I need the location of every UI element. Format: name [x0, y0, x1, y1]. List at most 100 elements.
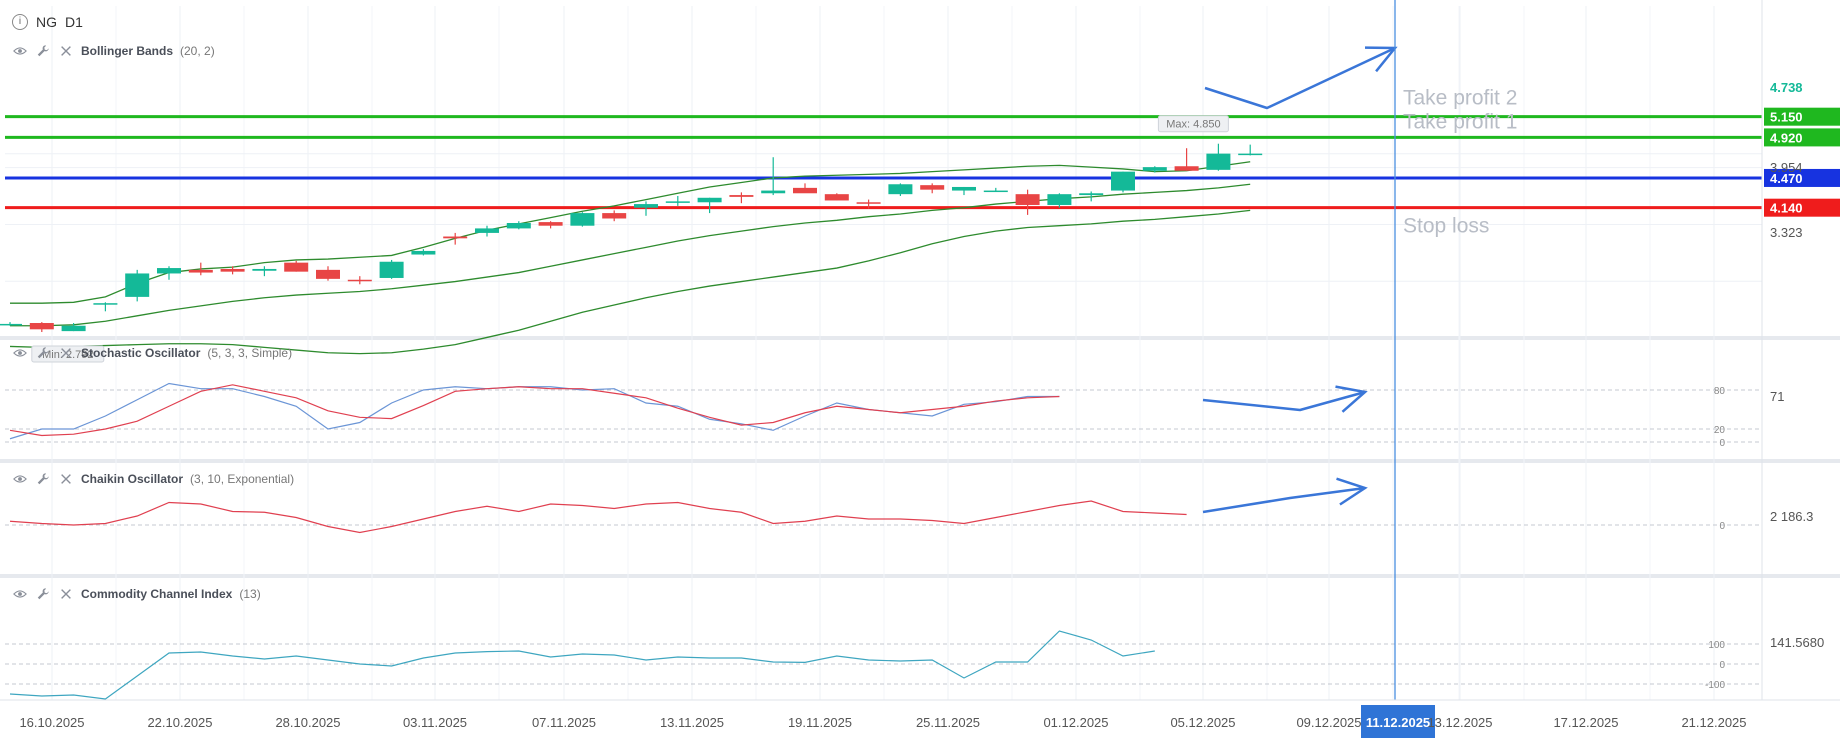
panel-header-bollinger: Bollinger Bands (20, 2) [12, 42, 215, 60]
candle [1238, 144, 1263, 156]
indicator-params: (3, 10, Exponential) [190, 472, 295, 486]
candle [157, 266, 181, 280]
candle [697, 197, 722, 214]
candle [856, 199, 881, 209]
eye-icon[interactable] [12, 345, 28, 361]
candle [952, 186, 976, 196]
stoch-current: 71 [1770, 389, 1784, 404]
candle [1015, 189, 1040, 215]
candle-body [538, 222, 563, 226]
candle [1111, 171, 1135, 193]
candle [1047, 193, 1072, 208]
wrench-icon[interactable] [35, 345, 51, 361]
candle [284, 260, 309, 272]
candle-body [29, 323, 54, 330]
candle-body [284, 262, 309, 272]
close-icon[interactable] [58, 586, 74, 602]
x-tick-label: 17.12.2025 [1553, 715, 1618, 730]
level-price-tag [1764, 168, 1840, 187]
indicator-name: Bollinger Bands [81, 44, 174, 58]
level-label: Take profit 1 [1403, 110, 1517, 133]
candle [1206, 143, 1231, 171]
candle [220, 266, 245, 275]
candle-body [856, 202, 881, 204]
level-label: Stop loss [1403, 215, 1489, 238]
candle-body [697, 197, 722, 203]
candle-body [1015, 194, 1040, 205]
candle [252, 266, 277, 277]
symbol-name[interactable]: NG [36, 14, 57, 30]
candle-body [125, 273, 150, 297]
x-tick-label: 09.12.2025 [1296, 715, 1361, 730]
grid [0, 6, 1840, 700]
x-tick-label: 21.12.2025 [1681, 715, 1746, 730]
panel-header-cci: Commodity Channel Index (13) [12, 585, 261, 603]
candle-body [1238, 153, 1263, 156]
close-icon[interactable] [58, 43, 74, 59]
candle-body [1047, 194, 1072, 205]
candle [125, 269, 150, 302]
close-icon[interactable] [58, 471, 74, 487]
candle [793, 183, 817, 194]
candle [761, 157, 786, 196]
x-tick-label: 28.10.2025 [275, 715, 340, 730]
candle [475, 225, 499, 237]
cci-line [9, 630, 1155, 700]
candle-body [888, 184, 913, 195]
candle-body [188, 269, 213, 273]
close-icon[interactable] [58, 345, 74, 361]
candle-body [793, 187, 817, 194]
eye-icon[interactable] [12, 471, 28, 487]
candle [729, 192, 754, 204]
forecast-arrows [1202, 0, 1398, 700]
stoch-d-line [9, 384, 1060, 437]
eye-icon[interactable] [12, 43, 28, 59]
crosshair-date-box [1361, 705, 1435, 738]
candle-body [93, 303, 118, 305]
wrench-icon[interactable] [35, 586, 51, 602]
candle [824, 193, 849, 201]
cci-current: 141.5680 [1770, 635, 1824, 650]
candle [665, 195, 690, 206]
chaikin-current: 2 186.3 [1770, 509, 1813, 524]
x-tick-label: 01.12.2025 [1043, 715, 1108, 730]
level-price-text: 5.150 [1770, 110, 1803, 125]
candle-body [634, 204, 658, 208]
candle-body [252, 268, 277, 271]
indicator-name: Stochastic Oscillator [81, 346, 201, 360]
stoch-ref-label: 80 [1714, 386, 1726, 397]
wrench-icon[interactable] [35, 43, 51, 59]
forecast-arrow [1204, 46, 1396, 110]
candle-body [411, 250, 436, 255]
indicator-params: (20, 2) [180, 44, 215, 58]
timeframe[interactable]: D1 [65, 14, 83, 30]
crosshair-date: 11.12.2025 [1366, 715, 1430, 730]
candle [347, 276, 372, 285]
candle-body [665, 201, 690, 203]
candle-body [602, 213, 627, 219]
level-price-text: 4.140 [1770, 201, 1803, 216]
candle-body [61, 325, 86, 332]
stoch-ref-label: 20 [1714, 425, 1726, 436]
wrench-icon[interactable] [35, 471, 51, 487]
candle-body [1111, 171, 1135, 191]
candle-body [443, 236, 468, 239]
x-tick-label: 13.11.2025 [660, 715, 724, 730]
candle [1142, 166, 1167, 173]
panel-separator [0, 574, 1840, 578]
x-tick-label: 16.10.2025 [19, 715, 84, 730]
eye-icon[interactable] [12, 586, 28, 602]
candle-body [1206, 153, 1231, 170]
info-icon[interactable]: i [12, 14, 28, 30]
last-price: 4.738 [1770, 80, 1803, 95]
candle-body [475, 228, 499, 233]
candle [443, 232, 468, 245]
band-middle [10, 183, 1251, 327]
candle [602, 210, 627, 222]
x-tick-label: 03.11.2025 [403, 715, 467, 730]
indicator-name: Chaikin Oscillator [81, 472, 184, 486]
level-price-tag [1764, 128, 1840, 147]
chaikin-zero-label: 0 [1719, 521, 1725, 532]
cci-line [5, 630, 1762, 700]
